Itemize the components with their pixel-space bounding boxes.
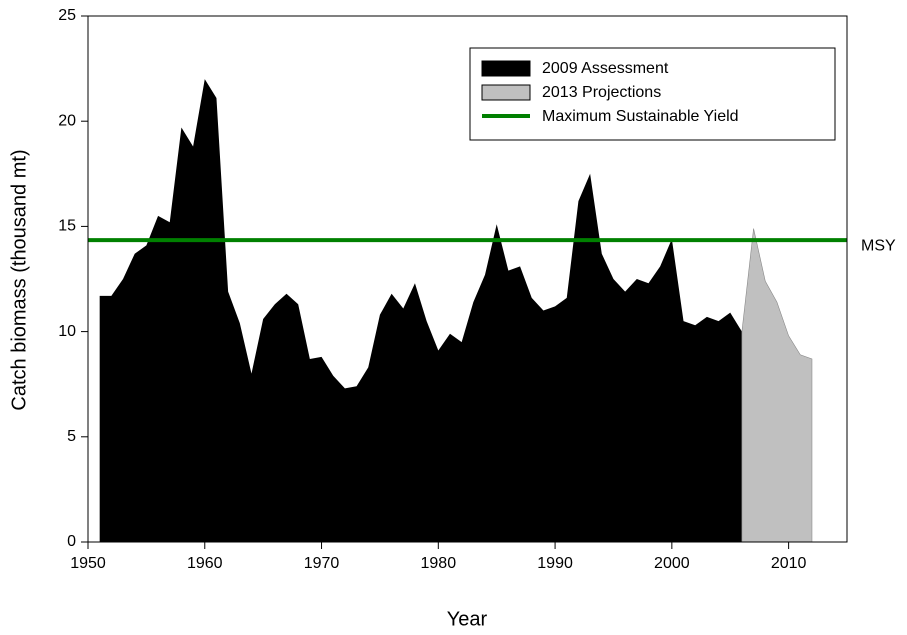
x-tick-label: 1970 (304, 555, 340, 572)
plot-frame (87, 15, 848, 543)
y-tick-label: 20 (58, 112, 76, 129)
y-tick-label: 10 (58, 323, 76, 340)
y-axis-label: Catch biomass (thousand mt) (8, 149, 30, 410)
x-tick-label: 1960 (187, 555, 223, 572)
y-tick-label: 15 (58, 218, 76, 235)
x-tick-label: 2010 (771, 555, 807, 572)
legend-swatch (481, 84, 531, 101)
x-axis-label: Year (447, 608, 488, 630)
legend-label: 2013 Projections (542, 84, 661, 101)
y-tick-label: 5 (67, 428, 76, 445)
x-tick-label: 1980 (421, 555, 457, 572)
x-tick-label: 1950 (70, 555, 106, 572)
x-tick-label: 2000 (654, 555, 690, 572)
y-tick-label: 25 (58, 7, 76, 24)
area (99, 79, 742, 543)
x-tick-label: 1990 (537, 555, 573, 572)
msy-label: MSY (861, 237, 896, 254)
y-tick-label: 0 (67, 533, 76, 550)
area (741, 228, 813, 543)
legend-box (469, 47, 836, 141)
legend-label: Maximum Sustainable Yield (542, 108, 739, 125)
legend-swatch (481, 60, 531, 77)
legend-label: 2009 Assessment (542, 60, 669, 77)
